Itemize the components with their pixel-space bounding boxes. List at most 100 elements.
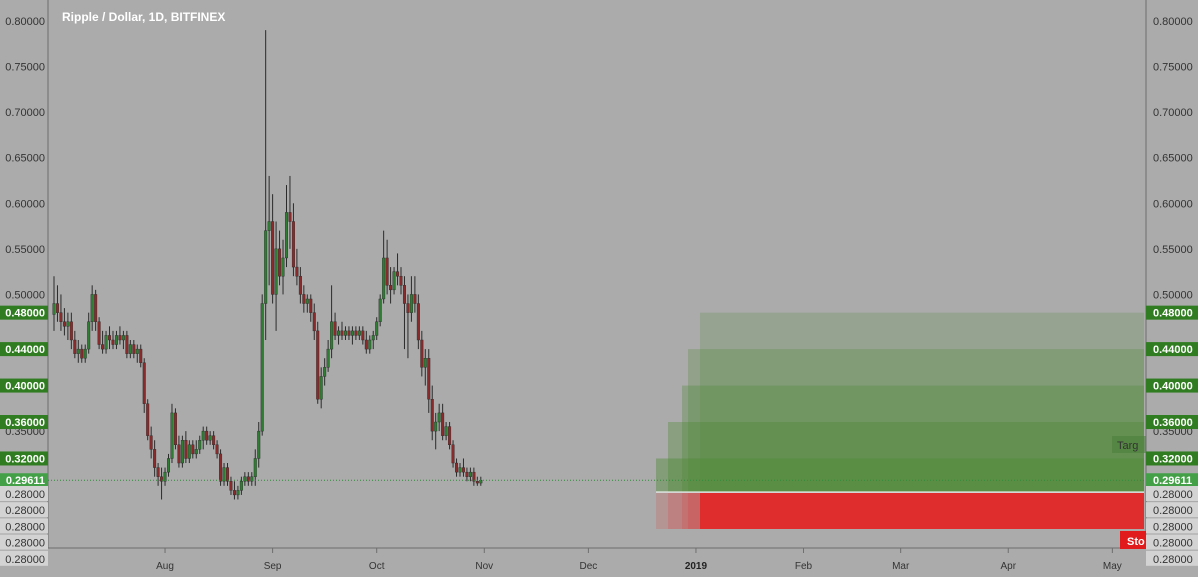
right-price-tick: 0.50000 bbox=[1153, 289, 1193, 301]
candle-body bbox=[298, 275, 302, 295]
candle-body bbox=[132, 344, 136, 354]
right-price-tick: 0.75000 bbox=[1153, 62, 1193, 74]
candle-body bbox=[83, 348, 87, 359]
stop-zone bbox=[688, 493, 1144, 529]
candle-body bbox=[295, 266, 299, 277]
stop-zone bbox=[668, 493, 1144, 529]
right-level-tag-label: 0.48000 bbox=[1153, 308, 1193, 320]
left-stop-tag-label: 0.28000 bbox=[5, 538, 45, 550]
right-price-tick: 0.35000 bbox=[1153, 426, 1193, 438]
candle-body bbox=[465, 471, 469, 477]
candle-body bbox=[409, 294, 413, 313]
candle-body bbox=[364, 339, 368, 350]
candle-body bbox=[357, 330, 361, 336]
candle-body bbox=[170, 412, 174, 459]
right-price-tick: 0.60000 bbox=[1153, 198, 1193, 210]
candle-body bbox=[142, 362, 146, 404]
right-stop-tag bbox=[1146, 550, 1198, 566]
candle-body bbox=[337, 330, 341, 336]
candle-body bbox=[423, 358, 427, 368]
left-level-tag-label: 0.40000 bbox=[5, 381, 45, 393]
right-price-tick: 0.65000 bbox=[1153, 153, 1193, 165]
candle-body bbox=[399, 275, 403, 286]
time-axis[interactable]: Aug Sep Oct Nov Dec 2019 Feb Mar Apr May bbox=[156, 548, 1122, 572]
target-label-box[interactable] bbox=[1112, 436, 1146, 453]
stop-zone bbox=[682, 493, 1144, 529]
candle-body bbox=[198, 440, 202, 450]
candle-body bbox=[104, 335, 108, 350]
stop-label-box[interactable] bbox=[1120, 531, 1146, 549]
left-level-tag bbox=[0, 342, 48, 357]
candle-body bbox=[389, 285, 393, 291]
candle-body bbox=[146, 403, 150, 436]
overlay-layer: Targ Sto bbox=[48, 436, 1146, 549]
candle-body bbox=[420, 339, 424, 368]
candle-body bbox=[219, 453, 223, 482]
chart-title: Ripple / Dollar, 1D, BITFINEX bbox=[62, 10, 225, 24]
candle-body bbox=[271, 221, 275, 295]
candle-body bbox=[350, 330, 354, 336]
candle-body bbox=[73, 339, 77, 354]
right-level-tag bbox=[1146, 378, 1198, 393]
candle-body bbox=[201, 430, 205, 441]
candle-body bbox=[468, 471, 472, 477]
candle-body bbox=[382, 257, 386, 300]
candle-body bbox=[135, 348, 139, 354]
candle-body bbox=[385, 257, 389, 286]
candle-body bbox=[326, 348, 330, 368]
time-label: Nov bbox=[475, 561, 493, 572]
target-zone bbox=[656, 458, 1144, 492]
left-price-tick: 0.60000 bbox=[5, 198, 45, 210]
candle-body bbox=[87, 321, 91, 350]
left-level-tag-label: 0.48000 bbox=[5, 308, 45, 320]
stop-label: Sto bbox=[1127, 536, 1145, 548]
candle-body bbox=[94, 294, 98, 322]
candle-body bbox=[278, 248, 282, 277]
left-current-price-label: 0.29611 bbox=[6, 475, 45, 487]
candle-body bbox=[208, 435, 212, 441]
candle-body bbox=[461, 467, 465, 473]
candle-body bbox=[173, 412, 177, 446]
target-zone bbox=[688, 349, 1144, 492]
left-price-axis[interactable]: 0.80000 0.75000 0.70000 0.65000 0.60000 0.550… bbox=[0, 16, 48, 566]
right-level-tag bbox=[1146, 415, 1198, 430]
candle-body bbox=[128, 344, 132, 354]
right-stop-tag-label: 0.28000 bbox=[1153, 538, 1193, 550]
candle-body bbox=[205, 430, 209, 441]
candle-body bbox=[167, 458, 171, 473]
candle-body bbox=[472, 471, 476, 482]
right-price-tick: 0.70000 bbox=[1153, 107, 1193, 119]
right-price-axis[interactable]: 0.80000 0.75000 0.70000 0.65000 0.60000 0.550… bbox=[1146, 16, 1198, 566]
candle-body bbox=[52, 303, 56, 315]
left-price-tick: 0.70000 bbox=[5, 107, 45, 119]
candle-body bbox=[312, 312, 316, 332]
candle-body bbox=[236, 490, 240, 496]
right-axis-panel bbox=[1146, 0, 1198, 548]
time-label: Sep bbox=[264, 561, 282, 572]
left-level-tag bbox=[0, 415, 48, 430]
candle-body bbox=[62, 321, 66, 327]
candle-body bbox=[121, 335, 125, 341]
candle-body bbox=[288, 212, 292, 222]
candle-body bbox=[257, 430, 261, 459]
left-stop-tag-label: 0.28000 bbox=[5, 489, 45, 501]
candle-body bbox=[264, 230, 268, 304]
candle-body bbox=[177, 444, 181, 464]
candle-body bbox=[448, 426, 452, 446]
candle-body bbox=[305, 298, 309, 304]
candle-body bbox=[430, 399, 434, 432]
candle-body bbox=[416, 303, 420, 341]
candle-body bbox=[243, 476, 247, 482]
left-stop-tag bbox=[0, 502, 48, 518]
right-level-tag-label: 0.36000 bbox=[1153, 417, 1193, 429]
candle-body bbox=[402, 285, 406, 304]
left-stop-tag bbox=[0, 486, 48, 501]
left-level-tag bbox=[0, 305, 48, 320]
candle-body bbox=[187, 444, 191, 459]
candle-body bbox=[156, 467, 160, 477]
candle-body bbox=[309, 298, 313, 313]
candle-body bbox=[225, 467, 229, 482]
candle-body bbox=[55, 303, 59, 313]
